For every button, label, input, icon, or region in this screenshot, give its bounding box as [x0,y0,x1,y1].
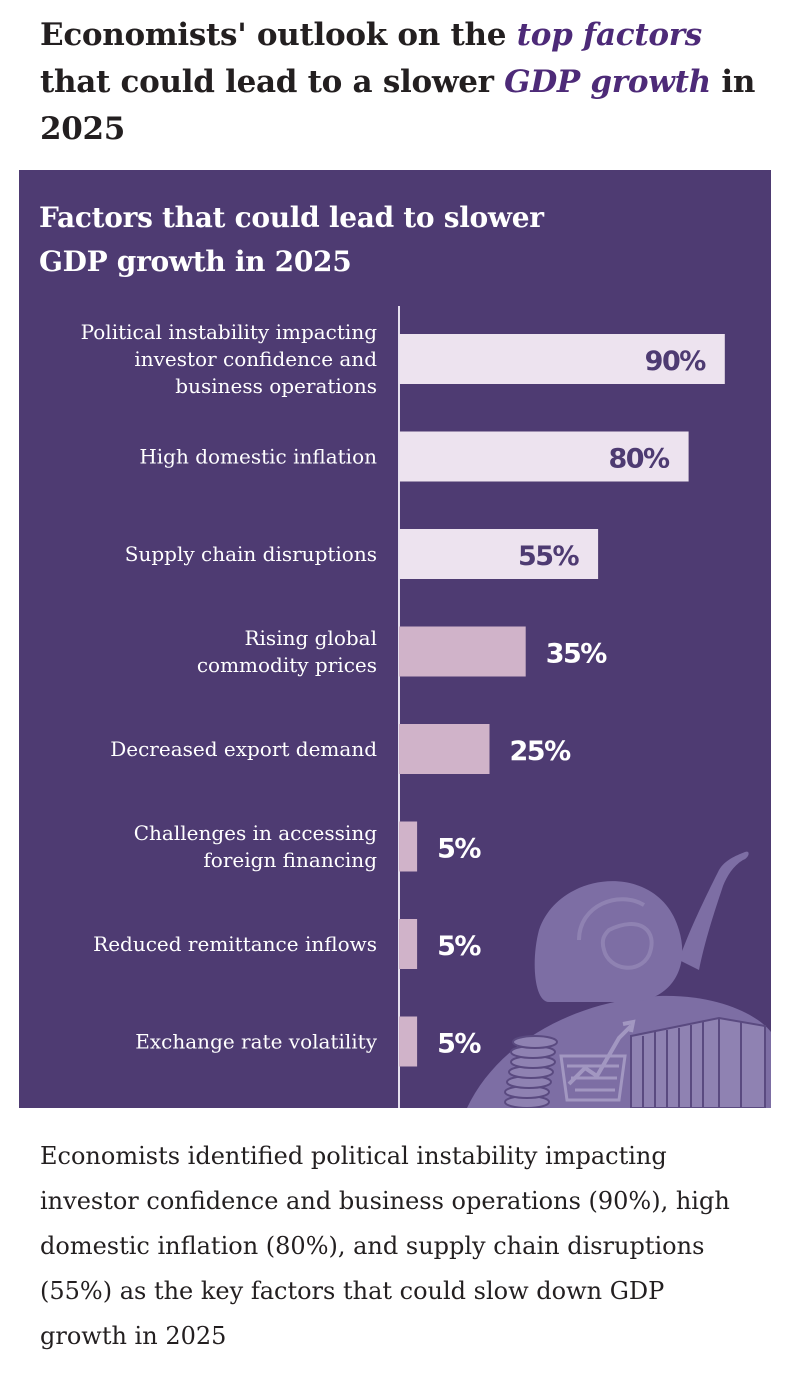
headline-highlight-top-factors: top factors [516,17,703,53]
headline-part-1: Economists' outlook on the [40,17,517,53]
category-label-6: Challenges in accessing foreign financing [134,821,377,872]
bar-2 [399,431,689,482]
value-label-7: 5% [437,931,481,962]
chart-panel: Factors that could lead to slower GDP gr… [19,170,771,1108]
snail-icon [534,851,749,1002]
coin-stack-icon [504,1035,558,1108]
value-label-4: 35% [546,639,608,670]
bar-7 [399,919,418,969]
bar-3 [399,529,599,579]
category-label-3: Supply chain disruptions [125,542,377,566]
category-label-5: Decreased export demand [110,737,377,761]
bar-1 [399,334,725,384]
value-label-8: 5% [437,1029,481,1060]
category-label-2: High domestic inflation [139,445,377,469]
value-label-3: 55% [518,541,580,572]
value-label-6: 5% [437,834,481,865]
shipping-container-icon [630,1016,766,1108]
headline: Economists' outlook on the top factors t… [40,12,760,153]
value-label-2: 80% [608,444,670,475]
category-label-7: Reduced remittance inflows [93,932,377,956]
value-label-1: 90% [645,346,707,377]
headline-part-2: that could lead to a slower [40,64,505,100]
category-label-1: Political instability impacting investor … [81,320,378,398]
footer-summary: Economists identified political instabil… [40,1142,730,1350]
bar-8 [399,1016,418,1067]
category-label-8: Exchange rate volatility [135,1030,377,1054]
category-label-4: Rising global commodity prices [197,626,377,677]
value-label-5: 25% [510,736,572,767]
bar-4 [399,626,526,677]
bar-chart: 90% Political instability impacting invest… [81,306,771,1108]
trend-basket-icon [559,1019,636,1102]
illustration [467,851,771,1108]
bar-6 [399,821,418,872]
headline-part-3: in 2025 [40,64,756,147]
chart-title: Factors that could lead to slower GDP gr… [39,201,544,278]
bars-layer: 90% Political instability impacting invest… [81,320,725,1067]
bar-5 [399,724,490,774]
headline-highlight-gdp-growth: GDP growth [504,64,711,100]
